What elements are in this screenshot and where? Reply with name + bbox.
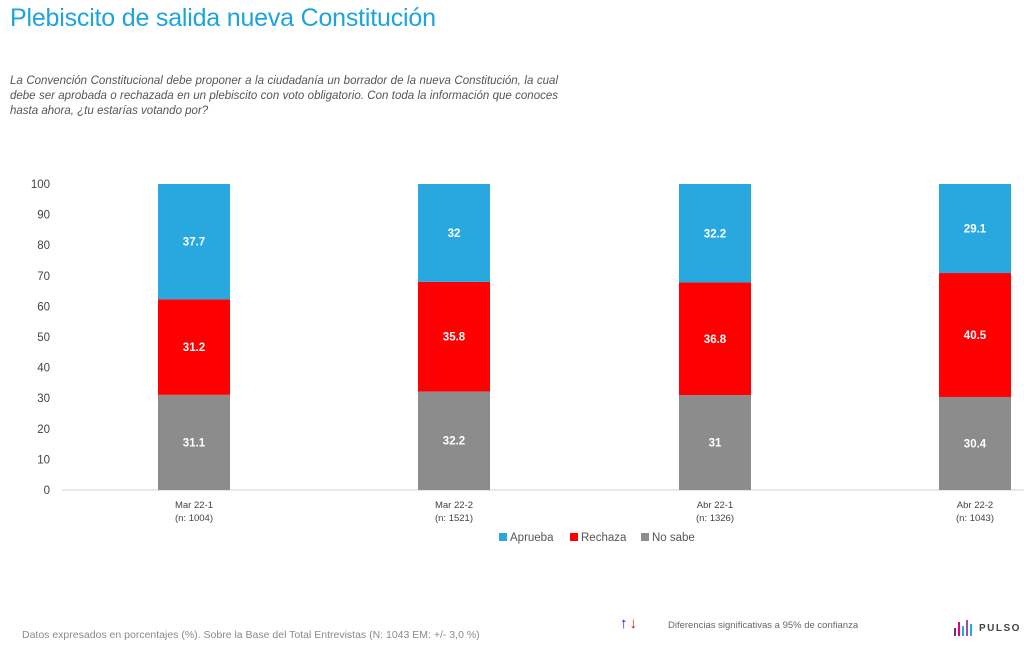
- y-tick-label: 80: [37, 240, 50, 252]
- y-tick-label: 70: [37, 271, 50, 283]
- bar-segment-rechaza: [939, 273, 1011, 397]
- logo-bar: [970, 624, 972, 636]
- data-label: 32.2: [443, 436, 465, 448]
- bar-group: 31.1 31.2 37.7: [158, 184, 230, 490]
- sample-size-label: (n: 1521): [435, 513, 473, 524]
- bar-group: 32.2 35.8 32: [418, 184, 490, 490]
- x-tick-label: Abr 22-1: [697, 500, 733, 511]
- data-label: 32: [448, 228, 461, 240]
- legend-label-rechaza: Rechaza: [581, 532, 627, 544]
- brand-logo: PULSO C: [954, 620, 1024, 636]
- data-label: 31.1: [183, 437, 206, 449]
- legend-label-aprueba: Aprueba: [510, 532, 554, 544]
- bar-segment-rechaza: [158, 299, 230, 395]
- bar-segment-rechaza: [418, 281, 490, 392]
- significance-note: Diferencias significativas a 95% de conf…: [668, 620, 859, 631]
- bar-segment-no-sabe: [418, 391, 490, 490]
- page-title: Plebiscito de salida nueva Constitución: [10, 4, 436, 32]
- data-label: 36.8: [704, 334, 727, 346]
- y-tick-label: 40: [37, 363, 50, 375]
- data-label: 40.5: [964, 330, 987, 342]
- bar-segment-no-sabe: [679, 395, 751, 490]
- data-label: 29.1: [964, 224, 987, 236]
- y-tick-label: 0: [44, 485, 50, 497]
- bar-segment-aprueba: [418, 184, 490, 282]
- data-label: 30.4: [964, 438, 987, 450]
- logo-bar: [962, 626, 964, 636]
- brand-name: PULSO C: [979, 622, 1024, 634]
- footer-note: Datos expresados en porcentajes (%). Sob…: [22, 629, 480, 641]
- legend: Aprueba Rechaza No sabe: [499, 532, 695, 544]
- arrow-up-icon: ↑: [620, 615, 628, 632]
- y-tick-label: 100: [31, 179, 50, 191]
- data-label: 32.2: [704, 228, 726, 240]
- bar-group: 31 36.8 32.2: [679, 184, 751, 490]
- survey-question: La Convención Constitucional debe propon…: [10, 75, 558, 117]
- x-tick-label: Mar 22-1: [175, 500, 213, 511]
- sample-size-label: (n: 1043): [956, 513, 994, 524]
- data-label: 31.2: [183, 342, 205, 354]
- x-tick-label: Abr 22-2: [957, 500, 993, 511]
- x-tick-label: Mar 22-2: [435, 500, 473, 511]
- bar-segment-aprueba: [158, 184, 230, 300]
- legend-swatch-no-sabe: [641, 533, 649, 541]
- logo-bar: [966, 620, 968, 636]
- bar-groups: 31.1 31.2 37.7 32.2 35.8 32 31 36.8 32.2 30.4 40.5…: [158, 184, 1011, 490]
- x-axis-labels: Mar 22-1 (n: 1004) Mar 22-2 (n: 1521) Abr 22…: [175, 500, 994, 524]
- data-label: 35.8: [443, 332, 466, 344]
- logo-bar: [958, 622, 960, 636]
- y-axis: 0 10 20 30 40 50 60 70 80 90 100: [31, 179, 1024, 497]
- y-tick-label: 20: [37, 424, 50, 436]
- data-label: 31: [709, 438, 722, 450]
- y-tick-label: 10: [37, 454, 50, 466]
- bar-group: 30.4 40.5 29.1: [939, 184, 1011, 490]
- bar-segment-aprueba: [939, 184, 1011, 274]
- data-label: 37.7: [183, 237, 205, 249]
- significance-arrows: ↑ ↓: [620, 615, 637, 632]
- y-tick-label: 50: [37, 332, 50, 344]
- pulso-logo-icon: [954, 620, 972, 636]
- bar-segment-aprueba: [679, 184, 751, 283]
- legend-label-no-sabe: No sabe: [652, 532, 695, 544]
- arrow-down-icon: ↓: [629, 615, 638, 632]
- y-tick-label: 60: [37, 301, 50, 313]
- y-tick-label: 30: [37, 393, 50, 405]
- legend-swatch-rechaza: [570, 533, 578, 541]
- legend-swatch-aprueba: [499, 533, 507, 541]
- y-tick-label: 90: [37, 210, 50, 222]
- bar-segment-rechaza: [679, 282, 751, 396]
- bar-segment-no-sabe: [158, 394, 230, 490]
- sample-size-label: (n: 1326): [696, 513, 734, 524]
- sample-size-label: (n: 1004): [175, 513, 213, 524]
- bar-segment-no-sabe: [939, 396, 1011, 490]
- logo-bar: [954, 628, 956, 636]
